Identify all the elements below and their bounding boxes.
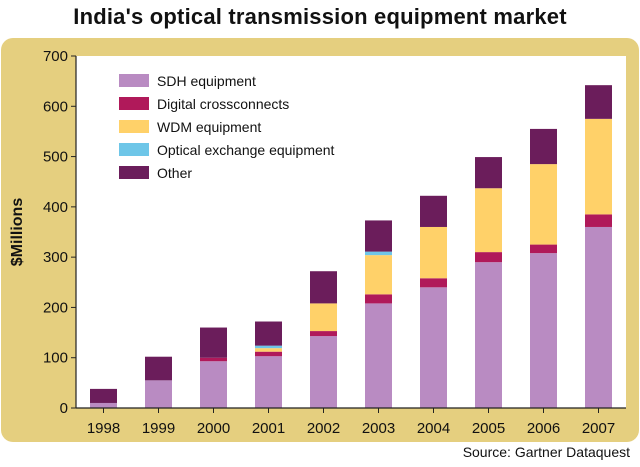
y-tick-label: 500 <box>43 149 68 166</box>
chart-title: India's optical transmission equipment m… <box>73 4 567 29</box>
bar-segment-2007-digital-crossconnects <box>585 214 612 227</box>
bar-segment-2001-sdh-equipment <box>255 356 282 408</box>
x-tick-label: 2007 <box>582 420 615 437</box>
y-tick-label: 300 <box>43 249 68 266</box>
x-tick-label: 2005 <box>472 420 505 437</box>
bar-segment-2007-wdm-equipment <box>585 118 612 215</box>
axis-layer: 1998 1999 2000 2001 2002 2003 2004 2005 2006 2007… <box>43 48 626 437</box>
x-tick-label: 1999 <box>142 420 175 437</box>
bar-segment-2006-digital-crossconnects <box>530 244 557 254</box>
bar-segment-2002-digital-crossconnects <box>310 331 337 337</box>
bar-segment-2006-wdm-equipment <box>530 164 557 245</box>
chart-source: Source: Gartner Dataquest <box>462 444 630 460</box>
legend: SDH equipment Digital crossconnects WDM eq… <box>119 73 335 181</box>
bar-segment-2003-digital-crossconnects <box>365 294 392 304</box>
bar-segment-2005-sdh-equipment <box>475 262 502 408</box>
bar-segment-2004-wdm-equipment <box>420 226 447 279</box>
x-tick-label: 2006 <box>527 420 560 437</box>
bar-segment-2004-other <box>420 195 447 227</box>
bar-segment-2000-sdh-equipment <box>200 361 227 408</box>
x-tick-label: 2004 <box>417 420 450 437</box>
bar-segment-2006-other <box>530 128 557 165</box>
y-tick-label: 200 <box>43 299 68 316</box>
bar-segment-2003-sdh-equipment <box>365 303 392 408</box>
bar-segment-2005-digital-crossconnects <box>475 252 502 263</box>
y-tick-label: 0 <box>60 400 68 417</box>
bar-segment-2007-sdh-equipment <box>585 226 612 408</box>
y-tick-label: 100 <box>43 350 68 367</box>
bar-segment-2003-optical-exchange-equipment <box>365 251 392 256</box>
bar-segment-2001-digital-crossconnects <box>255 351 282 357</box>
bar-segment-2002-other <box>310 271 337 304</box>
bars-layer <box>90 85 612 408</box>
bar-segment-2004-sdh-equipment <box>420 287 447 408</box>
bar-segment-2007-other <box>585 85 612 119</box>
y-tick-label: 700 <box>43 48 68 65</box>
bar-segment-2002-wdm-equipment <box>310 303 337 332</box>
legend-label: Digital crossconnects <box>157 96 289 112</box>
legend-label: Other <box>157 165 192 181</box>
bar-segment-2001-optical-exchange-equipment <box>255 345 282 349</box>
x-tick-label: 2000 <box>197 420 230 437</box>
bar-segment-2003-wdm-equipment <box>365 255 392 295</box>
bar-segment-2000-digital-crossconnects <box>200 357 227 362</box>
legend-swatch <box>119 74 149 87</box>
x-tick-label: 2002 <box>307 420 340 437</box>
legend-swatch <box>119 143 149 156</box>
bar-segment-2002-sdh-equipment <box>310 336 337 408</box>
bar-segment-2005-other <box>475 157 502 189</box>
x-tick-label: 2003 <box>362 420 395 437</box>
bar-segment-2005-wdm-equipment <box>475 188 502 253</box>
bar-segment-2001-wdm-equipment <box>255 348 282 352</box>
y-tick-label: 400 <box>43 199 68 216</box>
bar-segment-1999-other <box>145 356 172 381</box>
legend-label: WDM equipment <box>157 119 261 135</box>
legend-swatch <box>119 97 149 110</box>
bar-segment-2000-other <box>200 327 227 358</box>
bar-segment-1998-other <box>90 388 117 403</box>
x-tick-label: 1998 <box>87 420 120 437</box>
legend-swatch <box>119 166 149 179</box>
legend-label: SDH equipment <box>157 73 256 89</box>
x-tick-label: 2001 <box>252 420 285 437</box>
legend-swatch <box>119 120 149 133</box>
bar-segment-2004-digital-crossconnects <box>420 278 447 288</box>
bar-segment-2001-other <box>255 321 282 346</box>
bar-segment-1998-sdh-equipment <box>90 402 117 408</box>
y-tick-label: 600 <box>43 98 68 115</box>
bar-segment-2006-sdh-equipment <box>530 253 557 408</box>
legend-label: Optical exchange equipment <box>157 142 335 158</box>
y-axis-label: $Millions <box>9 198 26 267</box>
bar-segment-2003-other <box>365 220 392 252</box>
bar-segment-1999-sdh-equipment <box>145 380 172 408</box>
